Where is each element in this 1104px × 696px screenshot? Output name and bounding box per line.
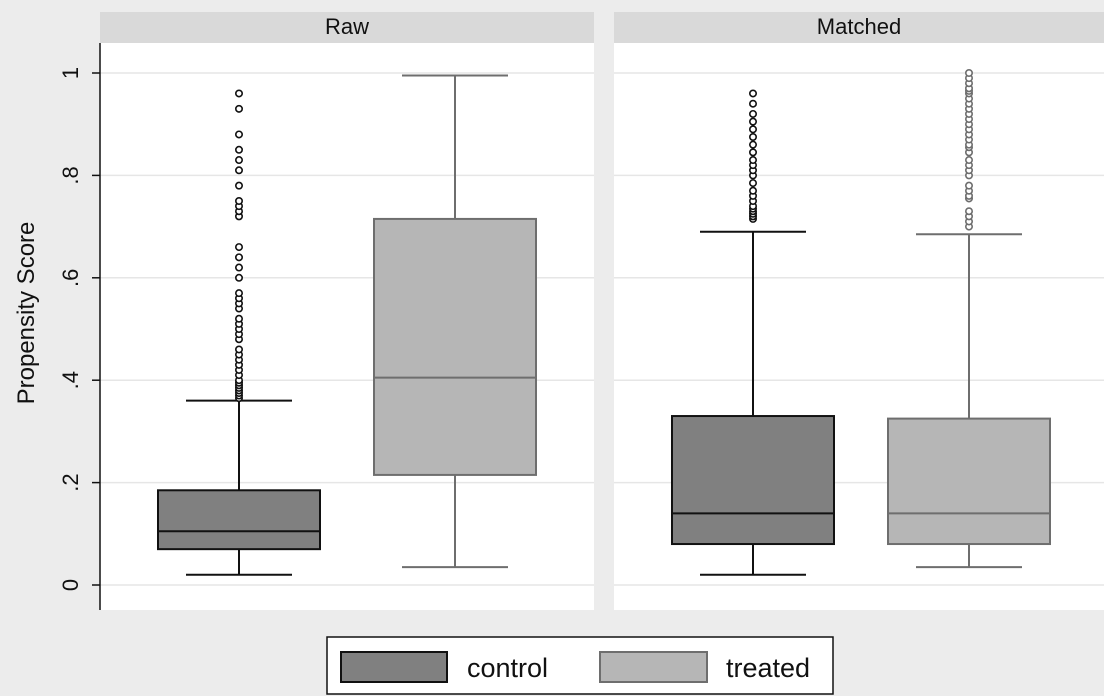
outlier-p1-control-21 bbox=[748, 89, 757, 98]
outlier-p0-control-32 bbox=[235, 166, 244, 175]
outlier-p0-control-35 bbox=[235, 130, 244, 139]
box-p0-control bbox=[157, 489, 321, 551]
outlier-p0-control-37 bbox=[235, 89, 244, 98]
outlier-p1-control-17 bbox=[748, 125, 757, 134]
outlier-p1-control-20 bbox=[748, 99, 757, 108]
outlier-p1-control-8 bbox=[748, 186, 757, 195]
outlier-p0-control-33 bbox=[235, 156, 244, 165]
panel-title-matched: Matched bbox=[817, 14, 901, 39]
y-tick-label-2: .4 bbox=[58, 371, 83, 389]
y-axis: 0 .2 .4 .6 .8 1 bbox=[58, 43, 101, 610]
outlier-p1-control-15 bbox=[748, 140, 757, 149]
box-p0-treated bbox=[373, 217, 537, 476]
y-tick-label-4: .8 bbox=[58, 166, 83, 184]
outlier-p1-control-14 bbox=[748, 148, 757, 157]
legend: control treated bbox=[326, 636, 834, 695]
y-tick-label-5: 1 bbox=[58, 67, 83, 79]
outlier-p1-treated-29 bbox=[964, 69, 973, 78]
outlier-p1-treated-3 bbox=[964, 207, 973, 216]
outlier-p0-control-30 bbox=[235, 197, 244, 206]
outlier-p1-control-18 bbox=[748, 117, 757, 126]
boxes bbox=[157, 69, 1051, 576]
outlier-p0-control-18 bbox=[235, 314, 244, 323]
outlier-p1-treated-7 bbox=[964, 181, 973, 190]
legend-label-treated: treated bbox=[726, 653, 810, 683]
panel-strip-matched bbox=[614, 12, 1104, 43]
outlier-p0-control-23 bbox=[235, 273, 244, 282]
outlier-p0-control-26 bbox=[235, 243, 244, 252]
outlier-p0-control-31 bbox=[235, 181, 244, 190]
outlier-p1-control-9 bbox=[748, 179, 757, 188]
outlier-p0-control-24 bbox=[235, 263, 244, 272]
panel-strip-raw bbox=[100, 12, 594, 43]
y-tick-label-0: 0 bbox=[58, 579, 83, 591]
outlier-p1-treated-11 bbox=[964, 156, 973, 165]
outlier-p0-control-25 bbox=[235, 253, 244, 262]
y-tick-label-3: .6 bbox=[58, 269, 83, 287]
outlier-p0-control-36 bbox=[235, 104, 244, 113]
outlier-p0-control-22 bbox=[235, 289, 244, 298]
panel-title-raw: Raw bbox=[325, 14, 369, 39]
legend-swatch-treated bbox=[599, 651, 708, 683]
legend-swatch-control bbox=[340, 651, 448, 683]
y-tick-label-1: .2 bbox=[58, 473, 83, 491]
box-p1-control bbox=[671, 415, 835, 546]
box-p1-treated bbox=[887, 417, 1051, 546]
outlier-p1-control-19 bbox=[748, 109, 757, 118]
outlier-p0-control-34 bbox=[235, 145, 244, 154]
legend-label-control: control bbox=[467, 653, 548, 683]
outlier-p1-control-16 bbox=[748, 133, 757, 142]
y-axis-title: Propensity Score bbox=[13, 222, 40, 405]
outlier-p0-control-13 bbox=[235, 345, 244, 354]
outlier-p1-control-13 bbox=[748, 156, 757, 165]
